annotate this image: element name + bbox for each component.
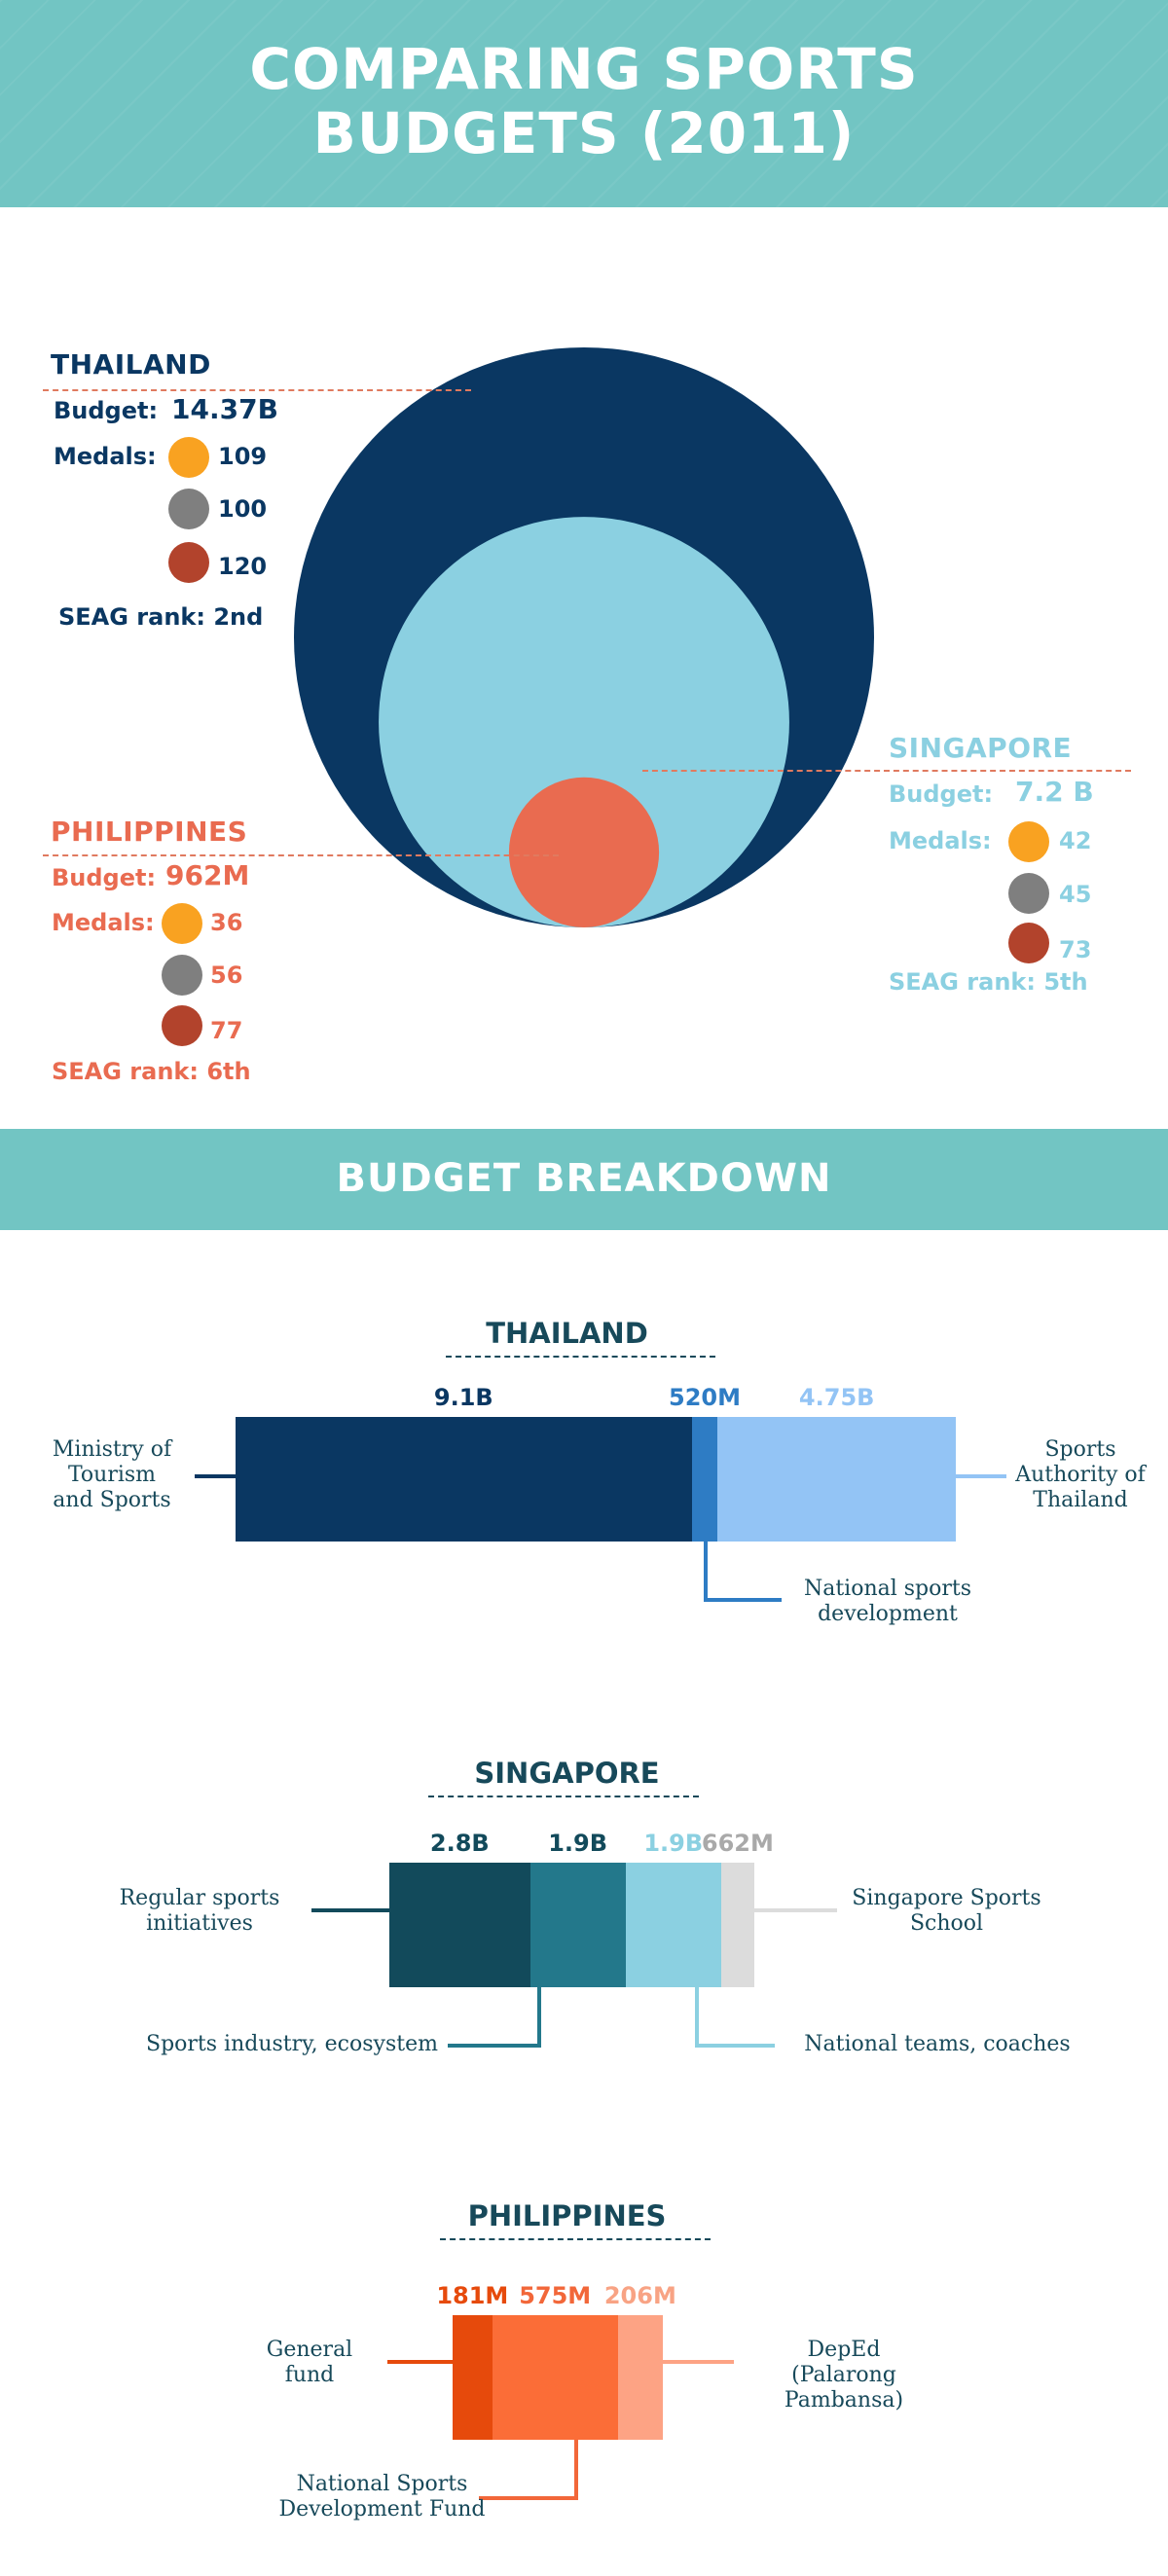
- philippines-bar: 181M 575M 206M: [436, 2282, 676, 2440]
- philippines-segment-general: [453, 2315, 493, 2440]
- philippines-bottom-connector-v: [574, 2440, 578, 2500]
- singapore-segment-industry: [529, 1863, 626, 1987]
- philippines-silver-count: 56: [210, 961, 243, 989]
- thailand-label-sports-authority: 4.75B: [798, 1384, 875, 1411]
- thailand-left-connector: [195, 1474, 236, 1478]
- philippines-budget-label: Budget:: [52, 864, 157, 891]
- singapore-label-teams: 1.9B: [643, 1830, 704, 1857]
- singapore-bar: 2.8B 1.9B 1.9B 662M: [389, 1830, 774, 1987]
- budget-bubble-chart: [294, 347, 874, 927]
- singapore-medals-label: Medals:: [889, 827, 992, 854]
- philippines-left-caption: General fund: [266, 2338, 353, 2387]
- thailand-silver-medal-icon: [168, 489, 209, 529]
- philippines-name: PHILIPPINES: [51, 816, 248, 848]
- philippines-bottom-connector-h: [479, 2496, 578, 2500]
- thailand-right-connector: [956, 1474, 1006, 1478]
- thailand-silver-count: 100: [218, 495, 268, 523]
- singapore-label-school: 662M: [701, 1830, 774, 1857]
- singapore-leader-line: [642, 770, 1131, 772]
- philippines-segment-nsdf: [492, 2315, 618, 2440]
- thailand-title-underline: [446, 1356, 715, 1358]
- thailand-seag-rank: SEAG rank: 2nd: [58, 603, 264, 631]
- philippines-seag-rank: SEAG rank: 6th: [52, 1058, 251, 1085]
- philippines-bronze-medal-icon: [162, 1005, 202, 1046]
- singapore-left-connector: [311, 1908, 389, 1912]
- thailand-budget-label: Budget:: [54, 397, 159, 424]
- singapore-label-regular: 2.8B: [429, 1830, 490, 1857]
- singapore-breakdown-title: SINGAPORE: [474, 1757, 660, 1790]
- singapore-gold-medal-icon: [1008, 821, 1049, 862]
- thailand-bottom-connector-h: [704, 1598, 782, 1602]
- singapore-bottom-left-connector-h: [448, 2044, 541, 2048]
- thailand-label-national-dev: 520M: [669, 1384, 741, 1411]
- page-title-line1: COMPARING SPORTS: [249, 36, 919, 102]
- singapore-left-caption: Regular sports initiatives: [119, 1886, 280, 1936]
- thailand-bronze-medal-icon: [168, 542, 209, 583]
- singapore-gold-count: 42: [1059, 827, 1092, 854]
- thailand-segment-national-dev: [691, 1417, 718, 1542]
- philippines-budget-value: 962M: [165, 859, 250, 891]
- philippines-silver-medal-icon: [162, 955, 202, 996]
- singapore-bottom-left-connector-v: [537, 1987, 541, 2048]
- singapore-name: SINGAPORE: [889, 732, 1073, 764]
- philippines-label-deped: 206M: [603, 2282, 676, 2309]
- thailand-label-ministry: 9.1B: [433, 1384, 493, 1411]
- thailand-name: THAILAND: [51, 348, 211, 381]
- thailand-bronze-count: 120: [218, 553, 268, 580]
- philippines-bronze-count: 77: [210, 1017, 243, 1044]
- thailand-bar: 9.1B 520M 4.75B: [236, 1384, 956, 1542]
- philippines-gold-medal-icon: [162, 903, 202, 944]
- singapore-seag-rank: SEAG rank: 5th: [889, 968, 1088, 996]
- bubble-philippines: [508, 777, 660, 927]
- singapore-budget-value: 7.2 B: [1015, 776, 1094, 808]
- singapore-right-caption: Singapore Sports School: [852, 1886, 1041, 1936]
- philippines-segment-deped: [617, 2315, 663, 2440]
- thailand-medals-label: Medals:: [54, 443, 157, 470]
- page-title: COMPARING SPORTS BUDGETS (2011): [0, 37, 1168, 165]
- philippines-label-general: 181M: [436, 2282, 509, 2309]
- thailand-segment-ministry: [236, 1417, 692, 1542]
- breakdown-banner: [0, 1129, 1168, 1230]
- thailand-leader-line: [43, 389, 471, 391]
- thailand-segment-sports-authority: [717, 1417, 956, 1542]
- singapore-right-connector: [754, 1908, 837, 1912]
- singapore-title-underline: [428, 1796, 699, 1797]
- header-banner: [0, 0, 1168, 207]
- singapore-silver-medal-icon: [1008, 873, 1049, 914]
- thailand-left-caption: Ministry of Tourism and Sports: [52, 1437, 172, 1512]
- singapore-budget-label: Budget:: [889, 780, 994, 808]
- thailand-right-caption: Sports Authority of Thailand: [1015, 1437, 1146, 1512]
- philippines-breakdown-title: PHILIPPINES: [467, 2199, 667, 2232]
- singapore-bronze-count: 73: [1059, 936, 1092, 963]
- singapore-segment-school: [720, 1863, 754, 1987]
- singapore-segment-teams: [625, 1863, 721, 1987]
- bubble-singapore: [379, 517, 789, 927]
- philippines-bottom-caption: National Sports Development Fund: [278, 2472, 486, 2522]
- philippines-label-nsdf: 575M: [519, 2282, 592, 2309]
- singapore-bronze-medal-icon: [1008, 923, 1049, 963]
- page-title-line2: BUDGETS (2011): [312, 100, 856, 166]
- singapore-silver-count: 45: [1059, 881, 1092, 908]
- breakdown-title: BUDGET BREAKDOWN: [336, 1156, 832, 1201]
- thailand-gold-count: 109: [218, 443, 268, 470]
- singapore-label-industry: 1.9B: [548, 1830, 608, 1857]
- singapore-bottom-right-caption: National teams, coaches: [804, 2032, 1071, 2056]
- thailand-gold-medal-icon: [168, 437, 209, 478]
- singapore-bottom-left-caption: Sports industry, ecosystem: [146, 2032, 438, 2056]
- thailand-bottom-connector-v: [704, 1542, 708, 1602]
- philippines-leader-line: [43, 854, 559, 856]
- thailand-bottom-caption: National sports development: [803, 1577, 972, 1626]
- philippines-left-connector: [387, 2360, 453, 2364]
- thailand-breakdown-title: THAILAND: [486, 1317, 648, 1350]
- singapore-segment-regular: [389, 1863, 530, 1987]
- singapore-bottom-right-connector-h: [695, 2044, 775, 2048]
- philippines-title-underline: [440, 2238, 711, 2240]
- philippines-right-connector: [663, 2360, 734, 2364]
- singapore-bottom-right-connector-v: [695, 1987, 699, 2048]
- philippines-gold-count: 36: [210, 909, 243, 936]
- thailand-budget-value: 14.37B: [171, 393, 278, 425]
- philippines-medals-label: Medals:: [52, 909, 155, 936]
- philippines-right-caption: DepEd (Palarong Pambansa): [784, 2338, 904, 2413]
